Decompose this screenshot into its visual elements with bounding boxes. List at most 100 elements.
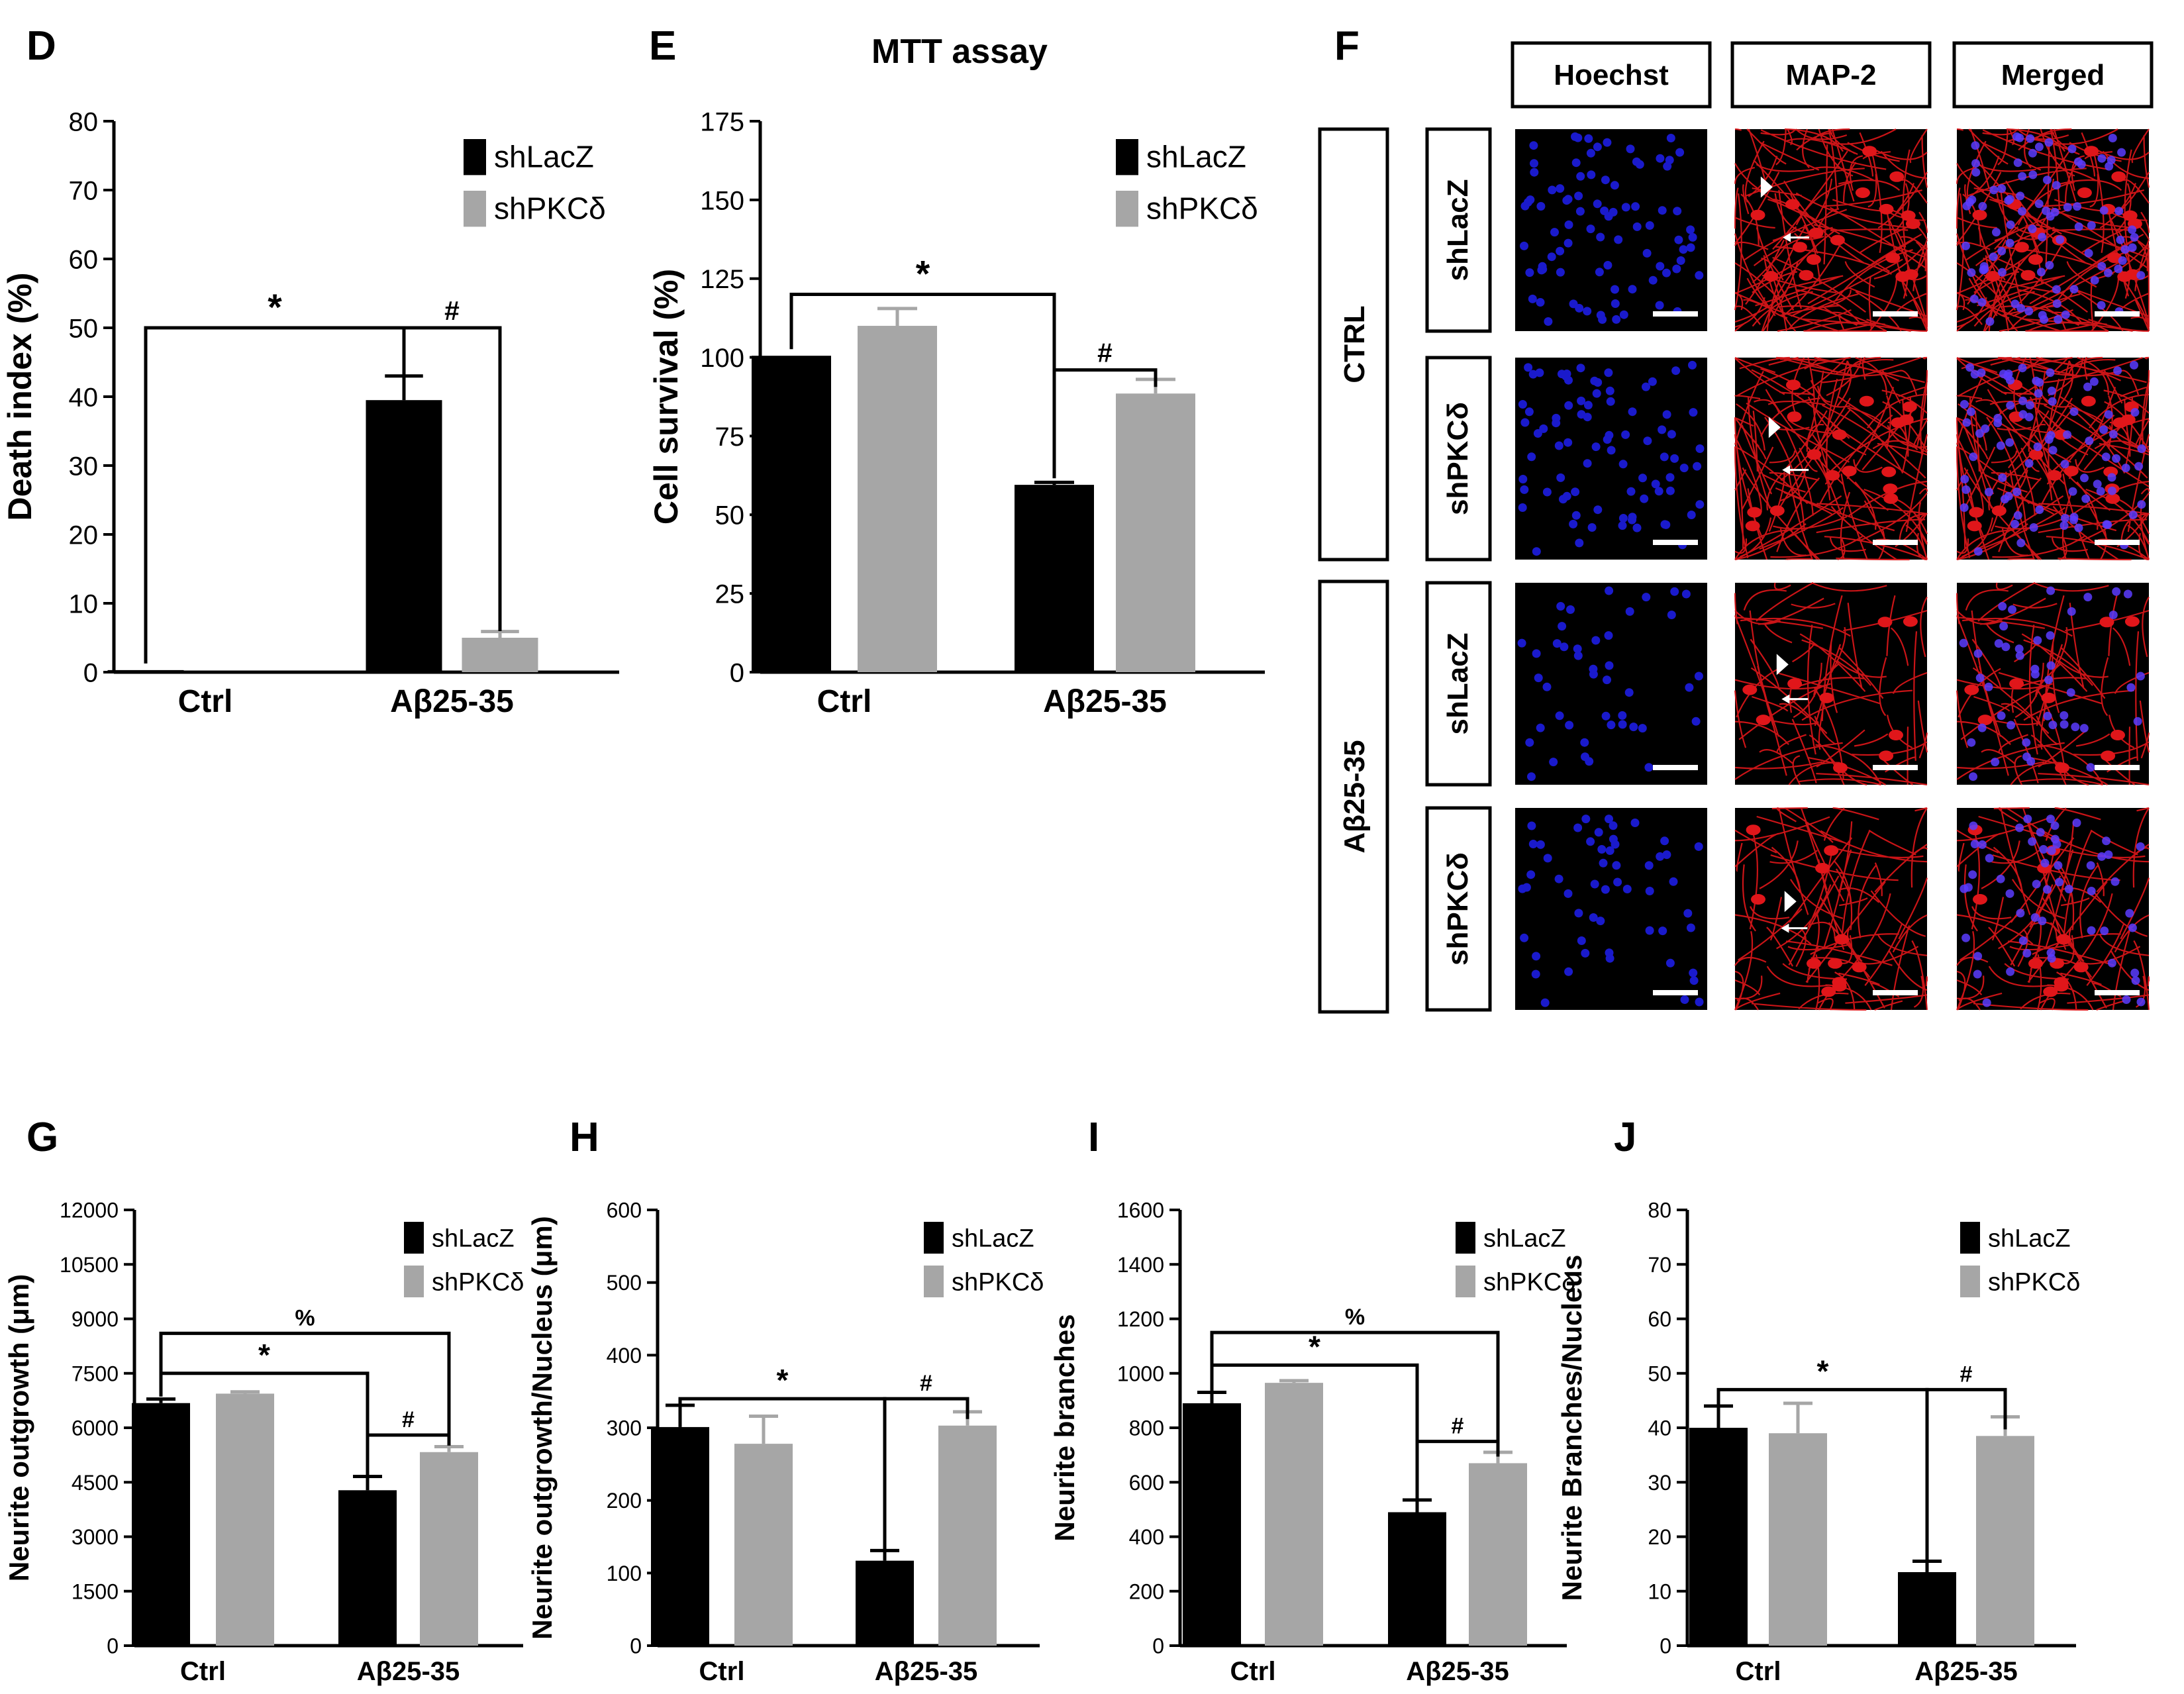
significance-bracket	[159, 1331, 451, 1446]
scale-bar	[2095, 990, 2140, 995]
nucleus	[1618, 514, 1628, 523]
soma	[1964, 684, 1979, 695]
nucleus	[1674, 235, 1683, 244]
arrowhead-marker	[1784, 891, 1797, 913]
nucleus	[1962, 201, 1971, 211]
nucleus	[1673, 207, 1682, 216]
nucleus	[1960, 475, 1969, 483]
nucleus	[1539, 424, 1548, 433]
scale-bar	[1653, 311, 1698, 317]
nucleus	[1993, 419, 2003, 428]
significance-mark: *	[258, 1338, 270, 1372]
nucleus	[2136, 672, 2145, 681]
chart-d: 0 10 20 30 40 50 60 70 80 Ctrl Aβ25-35 Death index …	[1, 107, 619, 719]
significance-bracket	[1210, 1363, 1419, 1506]
significance-mark: *	[916, 253, 930, 294]
nucleus	[2068, 487, 2077, 496]
nucleus	[1656, 262, 1665, 271]
nucleus	[2054, 315, 2063, 324]
micrograph-hoechst-1	[1515, 358, 1707, 560]
nucleus	[2104, 268, 2112, 277]
soma	[2028, 254, 2043, 265]
nucleus	[1524, 407, 1534, 417]
y-tick-label: 6000	[72, 1417, 119, 1440]
nucleus	[1967, 738, 1976, 747]
y-tick-label: 1200	[1117, 1307, 1164, 1331]
nucleus	[1603, 675, 1611, 685]
nucleus	[2036, 828, 2045, 837]
nucleus	[1556, 246, 1565, 256]
nucleus	[1663, 162, 1672, 171]
nucleus	[1575, 538, 1584, 548]
chart-i: 0 200 400 600 800 1000 1200 1400 1600 Ctrl Aβ25-35…	[1049, 1199, 1575, 1686]
nucleus	[2007, 721, 2016, 730]
nucleus	[1612, 861, 1621, 870]
bar-shpkc-0	[734, 1444, 793, 1646]
nucleus	[2005, 238, 2014, 248]
nucleus	[1601, 711, 1611, 721]
nucleus	[1536, 202, 1546, 211]
nucleus	[1648, 377, 1657, 386]
soma	[1742, 684, 1758, 695]
nucleus	[1695, 500, 1705, 509]
column-header-label: Merged	[2001, 59, 2105, 91]
arrow-marker-head	[1782, 465, 1791, 475]
nucleus	[1565, 721, 1574, 730]
y-tick-label: 12000	[60, 1199, 119, 1222]
nucleus	[1586, 837, 1595, 846]
y-axis-title: Death index (%)	[1, 272, 38, 521]
nucleus	[1564, 195, 1573, 204]
nucleus	[1691, 717, 1701, 726]
bar-shpkc-1	[462, 638, 538, 672]
nucleus	[1665, 486, 1675, 495]
nucleus	[1998, 602, 2007, 611]
nucleus	[1631, 202, 1640, 211]
nucleus	[2046, 631, 2055, 640]
column-header-box	[1730, 41, 1932, 109]
nucleus	[1556, 602, 1565, 611]
soma	[1751, 894, 1765, 905]
y-tick-label: 1500	[72, 1579, 119, 1603]
nucleus	[2038, 917, 2047, 926]
nucleus	[2047, 386, 2056, 395]
soma	[1792, 242, 1807, 253]
nucleus	[1571, 511, 1581, 520]
nucleus	[1996, 441, 2005, 450]
nucleus	[2087, 926, 2096, 935]
micrograph-hoechst-2	[1515, 583, 1707, 785]
nucleus	[2015, 823, 2024, 832]
nucleus	[1554, 874, 1564, 883]
y-tick-label: 100	[700, 344, 744, 373]
nucleus	[1586, 148, 1595, 158]
nucleus	[2086, 861, 2095, 870]
scale-bar	[1653, 990, 1698, 995]
nucleus	[1574, 909, 1583, 918]
nucleus	[2061, 310, 2070, 319]
legend-swatch	[1116, 139, 1138, 175]
nucleus	[2010, 519, 2020, 528]
x-category-label: Ctrl	[180, 1657, 226, 1686]
arrowhead-marker	[1776, 654, 1789, 675]
nucleus	[1548, 185, 1557, 195]
nucleus	[1581, 948, 1590, 958]
nucleus	[1611, 285, 1619, 294]
soma	[1787, 411, 1802, 423]
nucleus	[1577, 936, 1586, 945]
nucleus	[1571, 158, 1581, 168]
micrograph-merged-2	[1956, 581, 2150, 786]
nucleus	[2109, 611, 2118, 619]
soma	[2009, 678, 2024, 689]
nucleus	[2090, 275, 2099, 285]
legend-label: shPKCδ	[952, 1269, 1044, 1297]
nucleus	[1638, 724, 1647, 733]
nucleus	[2034, 389, 2043, 398]
nucleus	[1534, 673, 1543, 683]
y-tick-label: 150	[700, 186, 744, 215]
nucleus	[1977, 723, 1987, 732]
nucleus	[1603, 435, 1612, 444]
nucleus	[1973, 970, 1982, 979]
nucleus	[1611, 299, 1620, 308]
nucleus	[2026, 134, 2035, 143]
panel-letter-e: E	[649, 23, 676, 69]
y-tick-label: 30	[1648, 1471, 1671, 1495]
